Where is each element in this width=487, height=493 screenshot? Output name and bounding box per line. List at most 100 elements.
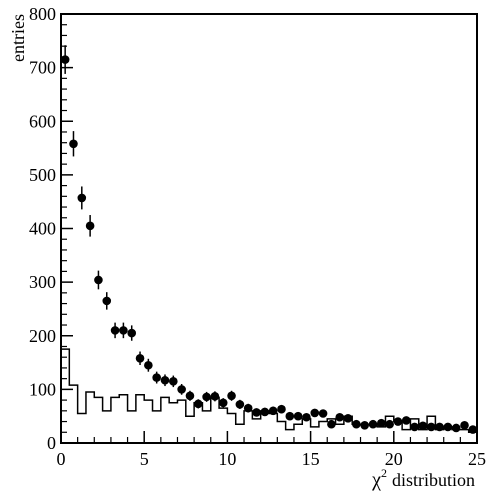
point-marker <box>152 373 161 382</box>
data-point <box>285 411 295 421</box>
data-point <box>227 390 236 401</box>
point-marker <box>77 193 87 203</box>
point-marker <box>293 411 303 421</box>
x-axis-label-text: distribution <box>392 470 475 490</box>
data-point <box>152 371 161 384</box>
data-point <box>335 412 345 422</box>
point-marker <box>401 416 411 425</box>
data-point <box>360 421 369 430</box>
point-marker <box>377 418 386 428</box>
data-point <box>368 419 378 429</box>
y-tick-label: 800 <box>29 4 56 24</box>
data-point <box>426 422 436 432</box>
data-point <box>252 408 261 417</box>
point-marker <box>85 221 95 231</box>
point-marker <box>69 139 78 149</box>
data-point <box>343 414 353 423</box>
data-point <box>169 375 178 388</box>
point-marker <box>426 422 436 432</box>
data-point <box>60 45 70 74</box>
data-point <box>277 404 286 414</box>
x-axis-label-superscript: 2 <box>381 466 387 480</box>
point-marker <box>451 423 461 433</box>
data-point <box>401 416 411 425</box>
point-marker <box>393 417 403 426</box>
point-marker <box>160 375 170 385</box>
point-marker <box>110 326 120 335</box>
y-tick-label: 600 <box>29 111 56 131</box>
x-axis-label: χ2 distribution <box>371 466 475 491</box>
data-point <box>293 411 303 421</box>
point-marker <box>218 398 228 408</box>
data-point <box>202 391 211 402</box>
data-point <box>418 421 428 431</box>
data-points-layer <box>60 45 478 434</box>
data-point <box>377 418 386 428</box>
data-point <box>268 406 278 416</box>
y-tick-label: 300 <box>29 272 56 292</box>
point-marker <box>144 360 153 370</box>
data-point <box>235 399 245 409</box>
point-marker <box>252 408 261 417</box>
point-marker <box>443 422 453 432</box>
data-point <box>210 391 220 402</box>
histogram-layer <box>60 348 477 443</box>
point-marker <box>343 414 353 423</box>
point-marker <box>119 326 128 335</box>
data-point <box>302 412 311 422</box>
tick-labels-layer: 0 5 10 15 20 25 0 100 200 300 400 500 600 700 800 <box>29 4 486 469</box>
point-marker <box>243 403 253 413</box>
point-marker <box>302 412 311 422</box>
point-marker <box>277 404 286 414</box>
data-point <box>310 408 320 418</box>
data-point <box>327 419 336 429</box>
point-marker <box>169 377 178 386</box>
point-marker <box>94 275 103 285</box>
point-marker <box>268 406 278 416</box>
data-point <box>318 409 328 418</box>
x-tick-label: 10 <box>218 449 236 469</box>
plot-frame <box>60 13 478 444</box>
y-tick-label: 200 <box>29 326 56 346</box>
x-tick-label: 0 <box>57 449 66 469</box>
ticks-layer <box>60 13 478 444</box>
data-point <box>135 351 145 366</box>
point-marker <box>352 419 361 429</box>
point-marker <box>193 399 203 409</box>
data-point <box>443 422 453 432</box>
data-point <box>385 419 394 429</box>
data-point <box>94 270 103 290</box>
x-tick-label: 15 <box>302 449 320 469</box>
point-marker <box>360 421 369 430</box>
data-point <box>243 403 253 413</box>
y-tick-label: 100 <box>29 379 56 399</box>
data-point <box>160 374 170 387</box>
data-point <box>110 322 120 339</box>
point-marker <box>177 385 186 394</box>
data-point <box>352 419 361 429</box>
y-axis-label: entries <box>8 14 28 62</box>
point-marker <box>418 421 428 431</box>
point-marker <box>335 412 345 422</box>
data-point <box>119 322 128 339</box>
point-marker <box>260 407 270 417</box>
point-marker <box>410 422 419 432</box>
data-point <box>177 384 186 395</box>
data-point <box>393 417 403 426</box>
data-point <box>69 131 78 157</box>
data-point <box>193 399 203 409</box>
y-tick-label: 500 <box>29 165 56 185</box>
point-marker <box>368 419 378 429</box>
data-point <box>144 358 153 372</box>
y-tick-label: 400 <box>29 219 56 239</box>
point-marker <box>135 353 145 363</box>
y-tick-label: 0 <box>47 433 56 453</box>
point-marker <box>185 391 195 401</box>
x-tick-label: 25 <box>468 449 486 469</box>
x-axis-label-symbol: χ <box>371 469 381 491</box>
point-marker <box>327 419 336 429</box>
point-marker <box>127 328 137 338</box>
data-point <box>77 186 87 210</box>
point-marker <box>310 408 320 418</box>
